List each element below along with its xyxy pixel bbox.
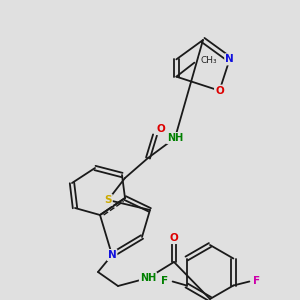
Text: O: O: [157, 124, 165, 134]
Text: CH₃: CH₃: [200, 56, 217, 65]
Text: F: F: [253, 277, 260, 286]
Text: NH: NH: [167, 133, 183, 143]
Text: F: F: [161, 277, 168, 286]
Text: O: O: [169, 233, 178, 243]
Text: O: O: [215, 86, 224, 96]
Text: NH: NH: [140, 273, 156, 283]
Text: S: S: [104, 195, 112, 205]
Text: N: N: [108, 250, 116, 260]
Text: N: N: [225, 54, 234, 64]
